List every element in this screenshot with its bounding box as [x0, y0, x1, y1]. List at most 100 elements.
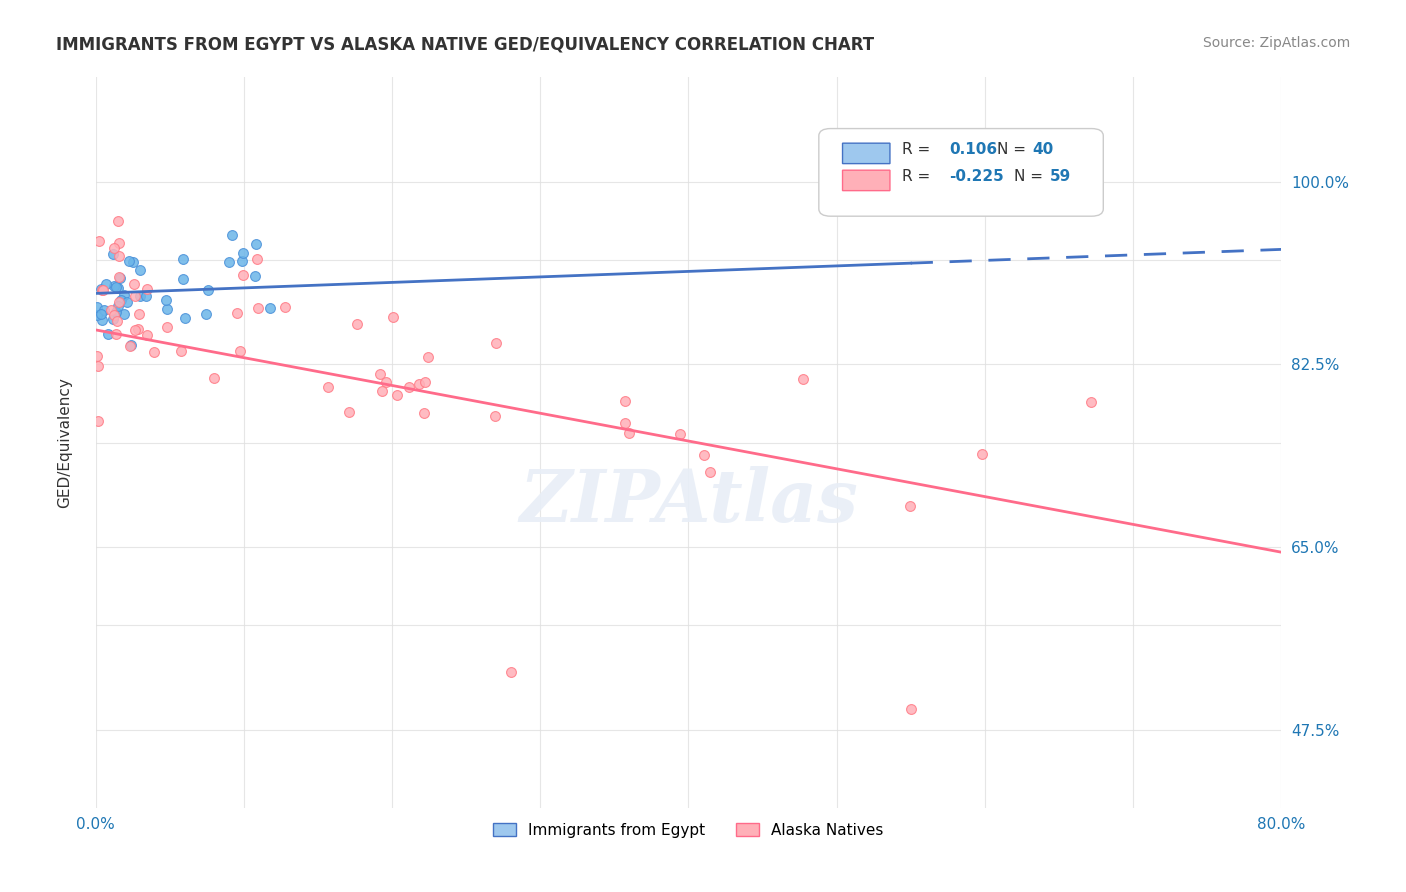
Point	[90, 307, 112, 321]
Point	[118, 338, 141, 352]
Point	[112, 307, 135, 321]
Point	[107, 299, 129, 313]
Point	[104, 327, 127, 342]
Text: IMMIGRANTS FROM EGYPT VS ALASKA NATIVE GED/EQUIVALENCY CORRELATION CHART: IMMIGRANTS FROM EGYPT VS ALASKA NATIVE G…	[56, 36, 875, 54]
Point	[156, 319, 179, 334]
Point	[398, 380, 420, 394]
Point	[221, 227, 243, 242]
Point	[112, 288, 135, 302]
Point	[229, 343, 252, 358]
Point	[387, 388, 409, 402]
Point	[87, 414, 110, 428]
Point	[346, 317, 368, 331]
Text: N =: N =	[997, 142, 1025, 156]
Point	[93, 302, 115, 317]
Point	[231, 254, 253, 268]
Text: 0.106: 0.106	[949, 142, 997, 156]
Point	[614, 416, 637, 430]
Text: 59: 59	[1050, 169, 1071, 184]
Point	[101, 247, 124, 261]
Point	[91, 283, 114, 297]
Point	[413, 375, 436, 389]
Legend: Immigrants from Egypt, Alaska Natives: Immigrants from Egypt, Alaska Natives	[486, 817, 890, 844]
Point	[108, 270, 131, 285]
Point	[127, 322, 149, 336]
Point	[172, 272, 194, 286]
Point	[108, 236, 131, 251]
Point	[413, 406, 436, 420]
Point	[103, 279, 125, 293]
Point	[101, 311, 124, 326]
Point	[693, 448, 716, 462]
Point	[195, 307, 218, 321]
Point	[129, 263, 152, 277]
Point	[90, 281, 112, 295]
Point	[499, 665, 522, 679]
Point	[136, 328, 159, 343]
Point	[94, 277, 117, 291]
Point	[91, 283, 114, 297]
Point	[382, 310, 405, 324]
Point	[245, 237, 267, 252]
Point	[246, 252, 269, 267]
Point	[104, 305, 127, 319]
Point	[103, 241, 125, 255]
Point	[202, 371, 225, 385]
Point	[226, 306, 249, 320]
Point	[246, 301, 269, 315]
Point	[484, 409, 506, 423]
Point	[105, 280, 128, 294]
FancyBboxPatch shape	[818, 128, 1104, 216]
Point	[370, 384, 392, 399]
Point	[898, 500, 921, 514]
Point	[339, 405, 361, 419]
Point	[613, 393, 636, 408]
Point	[120, 338, 142, 352]
Point	[97, 326, 120, 341]
Point	[129, 289, 152, 303]
Point	[218, 255, 240, 269]
Point	[375, 375, 398, 389]
Point	[86, 308, 108, 322]
Point	[90, 312, 112, 326]
Point	[110, 293, 132, 307]
Point	[259, 301, 281, 315]
Text: ZIPAtlas: ZIPAtlas	[519, 466, 858, 536]
Text: R =: R =	[901, 142, 935, 156]
Point	[107, 214, 129, 228]
Point	[89, 234, 111, 248]
Point	[142, 344, 165, 359]
FancyBboxPatch shape	[842, 144, 890, 163]
Point	[172, 252, 194, 266]
Point	[107, 281, 129, 295]
Point	[105, 313, 128, 327]
Text: Source: ZipAtlas.com: Source: ZipAtlas.com	[1202, 36, 1350, 50]
Text: N =: N =	[1014, 169, 1043, 184]
Point	[243, 268, 266, 283]
Point	[108, 295, 131, 310]
Point	[617, 425, 640, 440]
Point	[115, 295, 138, 310]
Point	[108, 249, 131, 263]
Point	[370, 367, 392, 381]
Point	[197, 283, 219, 297]
Point	[118, 254, 141, 268]
Y-axis label: GED/Equivalency: GED/Equivalency	[58, 377, 72, 508]
Point	[485, 336, 508, 351]
Point	[316, 380, 339, 394]
Point	[121, 255, 143, 269]
Point	[100, 302, 122, 317]
Point	[699, 465, 721, 479]
Point	[86, 300, 108, 314]
Point	[668, 427, 690, 442]
Point	[135, 282, 157, 296]
Point	[174, 311, 197, 326]
Point	[232, 246, 254, 260]
Point	[155, 302, 177, 317]
Point	[108, 271, 131, 285]
Point	[170, 344, 193, 359]
FancyBboxPatch shape	[842, 170, 890, 191]
Point	[232, 268, 254, 282]
Point	[124, 322, 146, 336]
Point	[418, 350, 440, 364]
